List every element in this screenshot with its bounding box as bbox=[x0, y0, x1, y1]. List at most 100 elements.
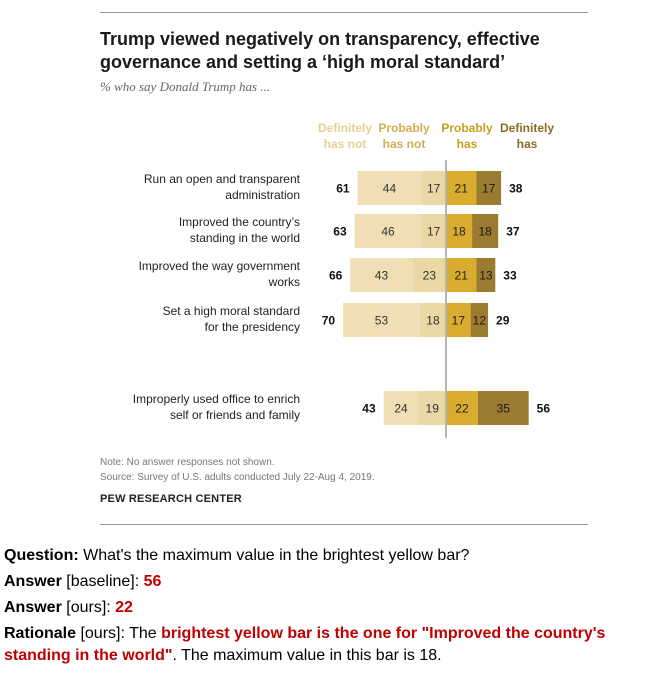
category-line: standing in the world bbox=[189, 231, 300, 245]
category-label: Improved the way government works bbox=[100, 258, 300, 290]
category-line: Run an open and transparent bbox=[143, 172, 300, 186]
top-rule bbox=[100, 12, 588, 13]
category-line: self or friends and family bbox=[169, 408, 300, 422]
net-positive-total: 37 bbox=[506, 225, 520, 239]
net-negative-total: 66 bbox=[329, 269, 343, 283]
bar-value-label: 17 bbox=[427, 225, 441, 239]
legend-line: has not bbox=[323, 137, 367, 151]
legend-line: has bbox=[456, 137, 478, 151]
rationale-tag: [ours]: The bbox=[76, 625, 162, 642]
category-line: Set a high moral standard bbox=[162, 304, 300, 318]
category-line: Improved the country’s bbox=[178, 215, 300, 229]
baseline-tag: [baseline]: bbox=[61, 573, 144, 590]
bar-value-label: 12 bbox=[473, 314, 487, 328]
bar-probably-has bbox=[446, 303, 471, 337]
legend-line: Definitely bbox=[499, 121, 554, 135]
bar-definitely-has bbox=[476, 171, 502, 205]
bar-value-label: 23 bbox=[423, 269, 437, 283]
diverging-bar-chart: 17 44 21 17 61 38 17 46 18 18 63 37 23 43 21 13 66 33 18 53… bbox=[322, 160, 551, 438]
bar-definitely-has-not bbox=[354, 214, 422, 248]
category-line: administration bbox=[225, 188, 300, 202]
category-line: Improved the way government bbox=[138, 259, 300, 273]
baseline-value: 56 bbox=[143, 573, 162, 590]
rationale-block: Rationale [ours]: The brightest yellow b… bbox=[4, 623, 664, 667]
net-positive-total: 56 bbox=[537, 402, 551, 416]
bar-definitely-has-not bbox=[343, 303, 420, 337]
bar-probably-has-not bbox=[421, 171, 446, 205]
bar-value-label: 18 bbox=[478, 225, 492, 239]
bar-value-label: 13 bbox=[479, 269, 493, 283]
bar-definitely-has-not bbox=[383, 391, 419, 425]
rationale-label: Rationale bbox=[4, 625, 77, 642]
net-negative-total: 61 bbox=[336, 182, 350, 196]
note-text: Note: No answer responses not shown. bbox=[100, 457, 275, 468]
category-line: for the presidency bbox=[204, 320, 300, 334]
legend-line: has bbox=[516, 137, 538, 151]
bar-value-label: 46 bbox=[381, 225, 395, 239]
bar-probably-has bbox=[446, 391, 478, 425]
net-positive-total: 38 bbox=[509, 182, 523, 196]
bar-probably-has-not bbox=[418, 391, 446, 425]
bar-probably-has bbox=[446, 171, 477, 205]
bar-definitely-has bbox=[477, 391, 529, 425]
bar-value-label: 22 bbox=[455, 402, 469, 416]
chart-subtitle: % who say Donald Trump has ... bbox=[100, 79, 271, 94]
bar-value-label: 17 bbox=[482, 182, 496, 196]
bar-definitely-has bbox=[476, 258, 496, 292]
bar-definitely-has-not bbox=[357, 171, 422, 205]
bar-value-label: 24 bbox=[394, 402, 408, 416]
question-label: Question: bbox=[4, 547, 79, 564]
category-line: Improperly used office to enrich bbox=[132, 392, 300, 406]
legend-probably-has-not: Probably has not bbox=[372, 120, 436, 152]
bar-value-label: 18 bbox=[452, 225, 466, 239]
bar-definitely-has bbox=[472, 214, 499, 248]
net-negative-total: 63 bbox=[333, 225, 347, 239]
category-label: Improperly used office to enrich self or… bbox=[100, 391, 300, 423]
legend-definitely-has-not: Definitely has not bbox=[313, 120, 377, 152]
legend-line: Probably bbox=[378, 121, 430, 135]
legend-line: Probably bbox=[441, 121, 493, 135]
source-text: Source: Survey of U.S. adults conducted … bbox=[100, 472, 375, 483]
bar-probably-has-not bbox=[419, 303, 446, 337]
source-organization: PEW RESEARCH CENTER bbox=[100, 493, 242, 505]
net-positive-total: 33 bbox=[503, 269, 517, 283]
category-line: works bbox=[268, 275, 300, 289]
bar-value-label: 53 bbox=[375, 314, 389, 328]
bar-probably-has bbox=[446, 214, 473, 248]
baseline-label: Answer bbox=[4, 573, 62, 590]
question-line: Question: What's the maximum value in th… bbox=[4, 545, 469, 567]
question-text: What's the maximum value in the brightes… bbox=[78, 547, 470, 564]
ours-tag: [ours]: bbox=[61, 599, 116, 616]
net-positive-total: 29 bbox=[496, 314, 510, 328]
bar-probably-has-not bbox=[412, 258, 446, 292]
bar-definitely-has-not bbox=[350, 258, 413, 292]
net-negative-total: 43 bbox=[362, 402, 376, 416]
rationale-tail: . The maximum value in this bar is 18. bbox=[172, 647, 442, 664]
bar-probably-has-not bbox=[421, 214, 446, 248]
bar-value-label: 17 bbox=[427, 182, 441, 196]
legend-line: has not bbox=[382, 137, 426, 151]
bar-definitely-has bbox=[470, 303, 489, 337]
legend-probably-has: Probably has bbox=[435, 120, 499, 152]
ours-label: Answer bbox=[4, 599, 62, 616]
ours-answer-line: Answer [ours]: 22 bbox=[4, 597, 133, 619]
category-label: Set a high moral standard for the presid… bbox=[100, 303, 300, 335]
bar-value-label: 19 bbox=[426, 402, 440, 416]
category-label: Improved the country’s standing in the w… bbox=[100, 214, 300, 246]
bar-value-label: 21 bbox=[455, 182, 469, 196]
legend-line: Definitely bbox=[317, 121, 372, 135]
bar-value-label: 35 bbox=[497, 402, 511, 416]
bar-value-label: 43 bbox=[375, 269, 389, 283]
bar-value-label: 21 bbox=[455, 269, 469, 283]
bar-value-label: 44 bbox=[383, 182, 397, 196]
chart-title: Trump viewed negatively on transparency,… bbox=[100, 29, 540, 72]
net-negative-total: 70 bbox=[322, 314, 336, 328]
baseline-answer-line: Answer [baseline]: 56 bbox=[4, 571, 161, 593]
ours-value: 22 bbox=[115, 599, 133, 616]
bottom-rule bbox=[100, 524, 588, 525]
bar-value-label: 18 bbox=[426, 314, 440, 328]
bar-probably-has bbox=[446, 258, 477, 292]
category-label: Run an open and transparent administrati… bbox=[100, 171, 300, 203]
legend-definitely-has: Definitely has bbox=[495, 120, 559, 152]
rationale-highlight: brightest yellow bar is the one for "Imp… bbox=[4, 625, 606, 664]
